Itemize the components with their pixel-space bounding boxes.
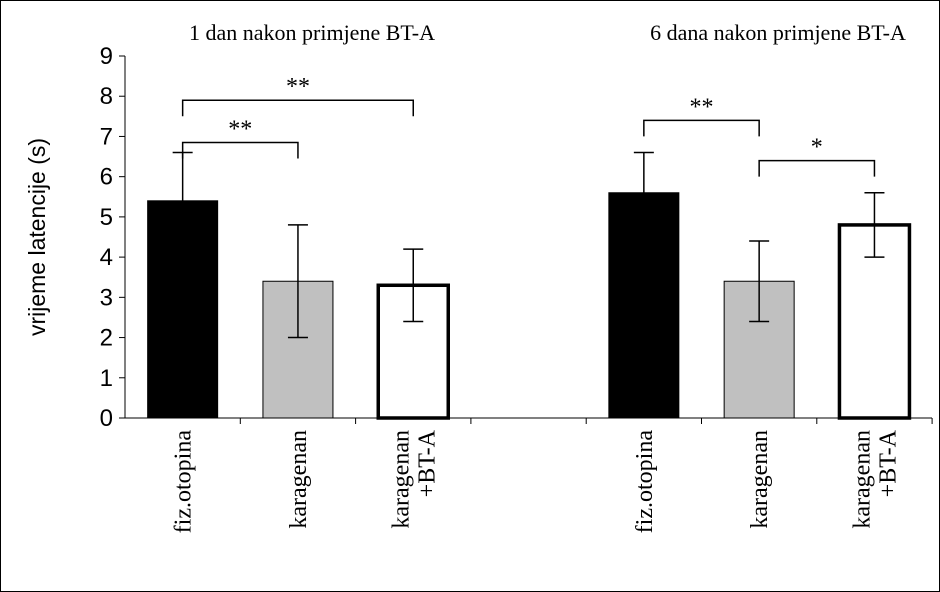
x-tick-label: karagenan: [747, 430, 773, 529]
y-tick-label: 3: [100, 284, 113, 311]
y-tick-label: 6: [100, 164, 113, 191]
x-tick-label-line: fiz.otopina: [632, 430, 658, 534]
significance-bracket: [643, 119, 760, 137]
significance-bracket: [181, 99, 414, 117]
group-title: 6 dana nakon primjene BT-A: [650, 20, 906, 45]
y-tick-label: 7: [100, 123, 113, 150]
axes: [119, 55, 933, 424]
x-tick-label-line: +BT-A: [875, 429, 901, 497]
significance-label: **: [690, 94, 714, 120]
x-tick-label-line: karagenan: [388, 430, 414, 529]
x-tick-label: fiz.otopina: [632, 430, 658, 534]
y-tick-label: 5: [100, 204, 113, 231]
significance-label: **: [286, 74, 310, 100]
x-tick-label: karagenan+BT-A: [388, 429, 440, 528]
y-tick-label: 9: [100, 43, 113, 70]
labels: 0 1 2 3 4 5 6 7 8 9 vrijeme latencije (s) 1 dan nak…: [24, 20, 906, 533]
significance-bracket: [181, 141, 299, 159]
x-tick-label: karagenan+BT-A: [849, 429, 901, 528]
y-tick-label: 0: [100, 405, 113, 432]
y-tick-label: 1: [100, 365, 113, 392]
significance-label: **: [228, 116, 252, 142]
bars: [147, 99, 912, 420]
x-tick-label-line: karagenan: [849, 430, 875, 529]
y-axis-label: vrijeme latencije (s): [24, 138, 50, 336]
x-tick-label: fiz.otopina: [171, 430, 197, 534]
x-tick-label: karagenan: [286, 430, 312, 529]
x-tick-label-line: karagenan: [286, 430, 312, 529]
y-tick-label: 8: [100, 83, 113, 110]
x-tick-label-line: fiz.otopina: [171, 430, 197, 534]
y-tick-label: 2: [100, 325, 113, 352]
significance-bracket: [758, 159, 876, 177]
group-title: 1 dan nakon primjene BT-A: [189, 20, 435, 45]
significance-label: *: [811, 135, 823, 161]
x-tick-label-line: karagenan: [747, 430, 773, 529]
y-tick-label: 4: [100, 244, 113, 271]
x-tick-label-line: +BT-A: [414, 429, 440, 497]
